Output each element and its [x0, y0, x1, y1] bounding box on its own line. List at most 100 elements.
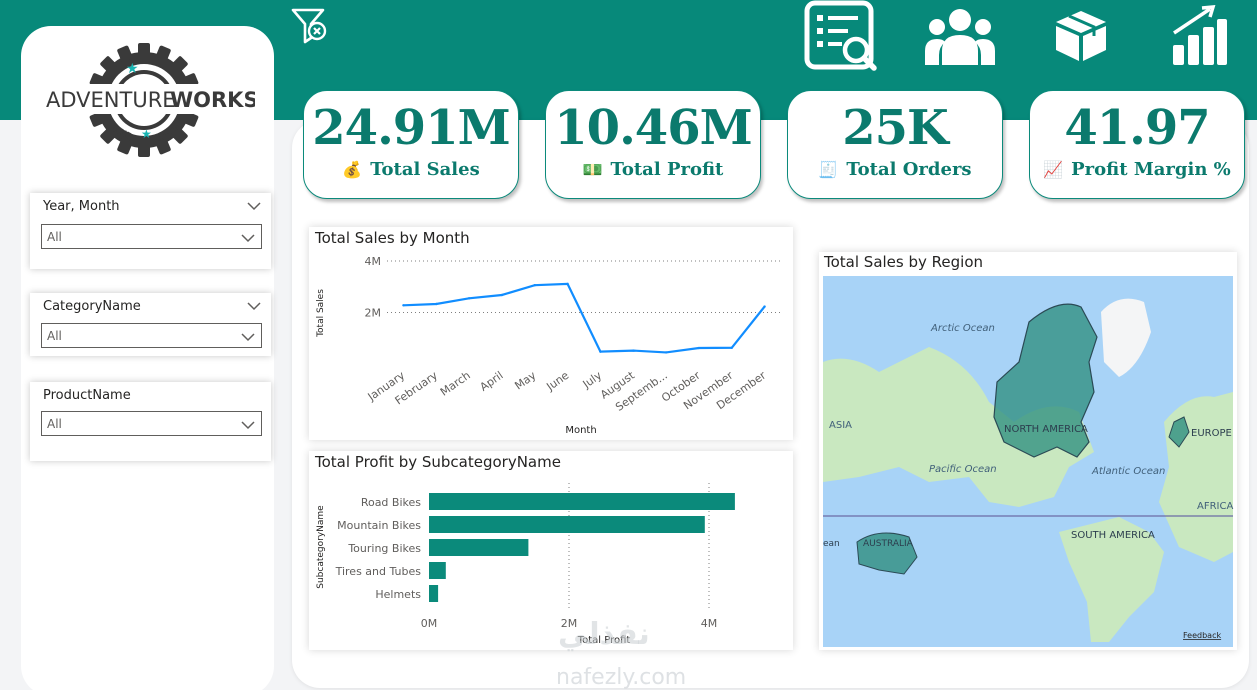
- gear-tooth: [89, 111, 106, 127]
- sales-by-month-visual[interactable]: Total Sales by Month 2M 4M January February…: [309, 227, 793, 440]
- bar: [429, 539, 529, 556]
- map-label-south-america: SOUTH AMERICA: [1071, 530, 1155, 541]
- watermark-arabic: نفذلي: [558, 617, 650, 652]
- kpi-label: Total Profit: [610, 159, 724, 180]
- filter-clear-icon[interactable]: [289, 5, 331, 47]
- map-label-atlantic: Atlantic Ocean: [1091, 466, 1165, 477]
- sales-by-region-visual[interactable]: Total Sales by Region Arctic Ocean ASIA …: [819, 252, 1237, 650]
- x-tick-label: May: [512, 369, 538, 393]
- visual-title: Total Sales by Month: [315, 229, 470, 247]
- data-point: [599, 350, 602, 353]
- slicer-year-month: Year, Month All: [30, 193, 271, 269]
- map-highlight-australia[interactable]: [856, 532, 918, 575]
- map-feedback-link[interactable]: Feedback: [1183, 631, 1221, 640]
- profit-by-subcategory-visual[interactable]: Total Profit by SubcategoryName 0M 2M 4M Ro…: [309, 451, 793, 650]
- chevron-down-icon: [241, 333, 255, 342]
- money-bag-icon: 💰: [342, 160, 363, 179]
- bar: [429, 562, 446, 579]
- gear-tooth: [182, 111, 199, 127]
- logo-brand-light: ADVENTURE: [46, 88, 176, 112]
- data-point: [533, 284, 536, 287]
- slicer-title: Year, Month: [43, 199, 120, 214]
- slicer-value: All: [47, 417, 62, 431]
- x-axis-title: Total Profit: [577, 635, 631, 646]
- x-tick-label: June: [543, 369, 571, 394]
- kpi-label-row: 💰 Total Sales: [304, 159, 518, 180]
- data-point: [632, 349, 635, 352]
- kpi-total-profit: 10.46M 💵 Total Profit: [545, 90, 761, 199]
- slicer-dropdown[interactable]: All: [41, 411, 262, 436]
- data-point: [664, 351, 668, 354]
- receipt-icon: 🧾: [818, 160, 839, 179]
- kpi-profit-margin: 41.97 📈 Profit Margin %: [1029, 90, 1245, 199]
- slicer-value: All: [47, 329, 62, 343]
- slicer-dropdown[interactable]: All: [41, 323, 262, 348]
- x-tick-label: 4M: [701, 617, 718, 630]
- y-tick-label: 4M: [365, 255, 382, 268]
- growth-chart-icon[interactable]: [1170, 5, 1228, 67]
- data-point: [500, 293, 504, 297]
- adventureworks-logo: ★ ★ ADVENTURE WORKS BIKE SHOP: [39, 43, 255, 157]
- filter-sidebar: ★ ★ ADVENTURE WORKS BIKE SHOP Year, Mont…: [21, 26, 274, 690]
- chevron-down-icon: [241, 234, 255, 243]
- map-label-africa: AFRICA: [1197, 501, 1233, 512]
- data-point: [435, 302, 438, 306]
- map-label-asia: ASIA: [829, 420, 852, 431]
- trending-up-icon: 📈: [1043, 160, 1064, 179]
- map-land-americas: [823, 347, 1094, 507]
- chevron-down-icon[interactable]: [247, 201, 261, 211]
- map-land-asia: [823, 402, 859, 472]
- region-map[interactable]: Arctic Ocean ASIA NORTH AMERICA EUROPE P…: [819, 252, 1237, 650]
- chevron-down-icon[interactable]: [247, 301, 261, 311]
- slicer-title: CategoryName: [43, 299, 141, 314]
- map-label-arctic: Arctic Ocean: [930, 323, 995, 334]
- y-tick-label: Touring Bikes: [347, 542, 421, 555]
- y-tick-label: Helmets: [375, 588, 421, 601]
- chevron-down-icon: [241, 421, 255, 430]
- gear-tooth: [100, 56, 118, 74]
- kpi-total-sales: 24.91M 💰 Total Sales: [303, 90, 519, 199]
- svg-text:★: ★: [126, 61, 139, 77]
- bar: [429, 493, 735, 510]
- kpi-label-row: 💵 Total Profit: [546, 159, 760, 180]
- map-label-pacific: Pacific Ocean: [929, 464, 997, 475]
- slicer-value: All: [47, 230, 62, 244]
- y-tick-label: Tires and Tubes: [335, 565, 422, 578]
- x-tick-label: 2M: [561, 617, 578, 630]
- gear-tooth: [155, 138, 171, 155]
- y-tick-label: Road Bikes: [361, 496, 421, 509]
- product-box-icon[interactable]: [1053, 9, 1109, 63]
- logo-brand-bold: WORKS: [170, 88, 255, 112]
- map-highlight-north-america[interactable]: [993, 303, 1098, 458]
- slicer-title: ProductName: [43, 388, 131, 403]
- watermark: نفذلي nafezly.com: [556, 617, 686, 690]
- data-point: [402, 304, 405, 307]
- y-tick-label: Mountain Bikes: [337, 519, 421, 532]
- report-search-icon[interactable]: [804, 0, 878, 72]
- gear-tooth: [138, 143, 150, 157]
- slicer-dropdown[interactable]: All: [41, 224, 262, 249]
- kpi-value: 41.97: [1064, 100, 1210, 156]
- x-axis-title: Month: [565, 425, 596, 436]
- map-highlight-europe[interactable]: [1168, 416, 1190, 448]
- y-tick-label: 2M: [365, 307, 382, 320]
- customers-icon[interactable]: [923, 7, 997, 67]
- kpi-value: 10.46M: [554, 100, 752, 156]
- visual-title: Total Profit by SubcategoryName: [315, 453, 561, 471]
- x-tick-label: 0M: [421, 617, 438, 630]
- gear-tooth: [117, 45, 133, 62]
- kpi-label: Total Sales: [370, 159, 480, 180]
- dollar-banknote-icon: 💵: [582, 160, 603, 179]
- data-point: [763, 305, 766, 308]
- data-point: [730, 346, 733, 349]
- gear-tooth: [155, 45, 171, 62]
- map-label-europe: EUROPE: [1191, 428, 1232, 439]
- map-label-australia: AUSTRALIA: [863, 539, 914, 549]
- bar: [429, 585, 439, 602]
- gear-tooth: [100, 126, 118, 144]
- y-axis-title: SubcategoryName: [316, 505, 326, 589]
- kpi-value: 24.91M: [312, 100, 510, 156]
- bar-chart: 0M 2M 4M Road Bikes Mountain Bikes Touring Bi…: [316, 483, 735, 646]
- gear-tooth: [170, 56, 188, 74]
